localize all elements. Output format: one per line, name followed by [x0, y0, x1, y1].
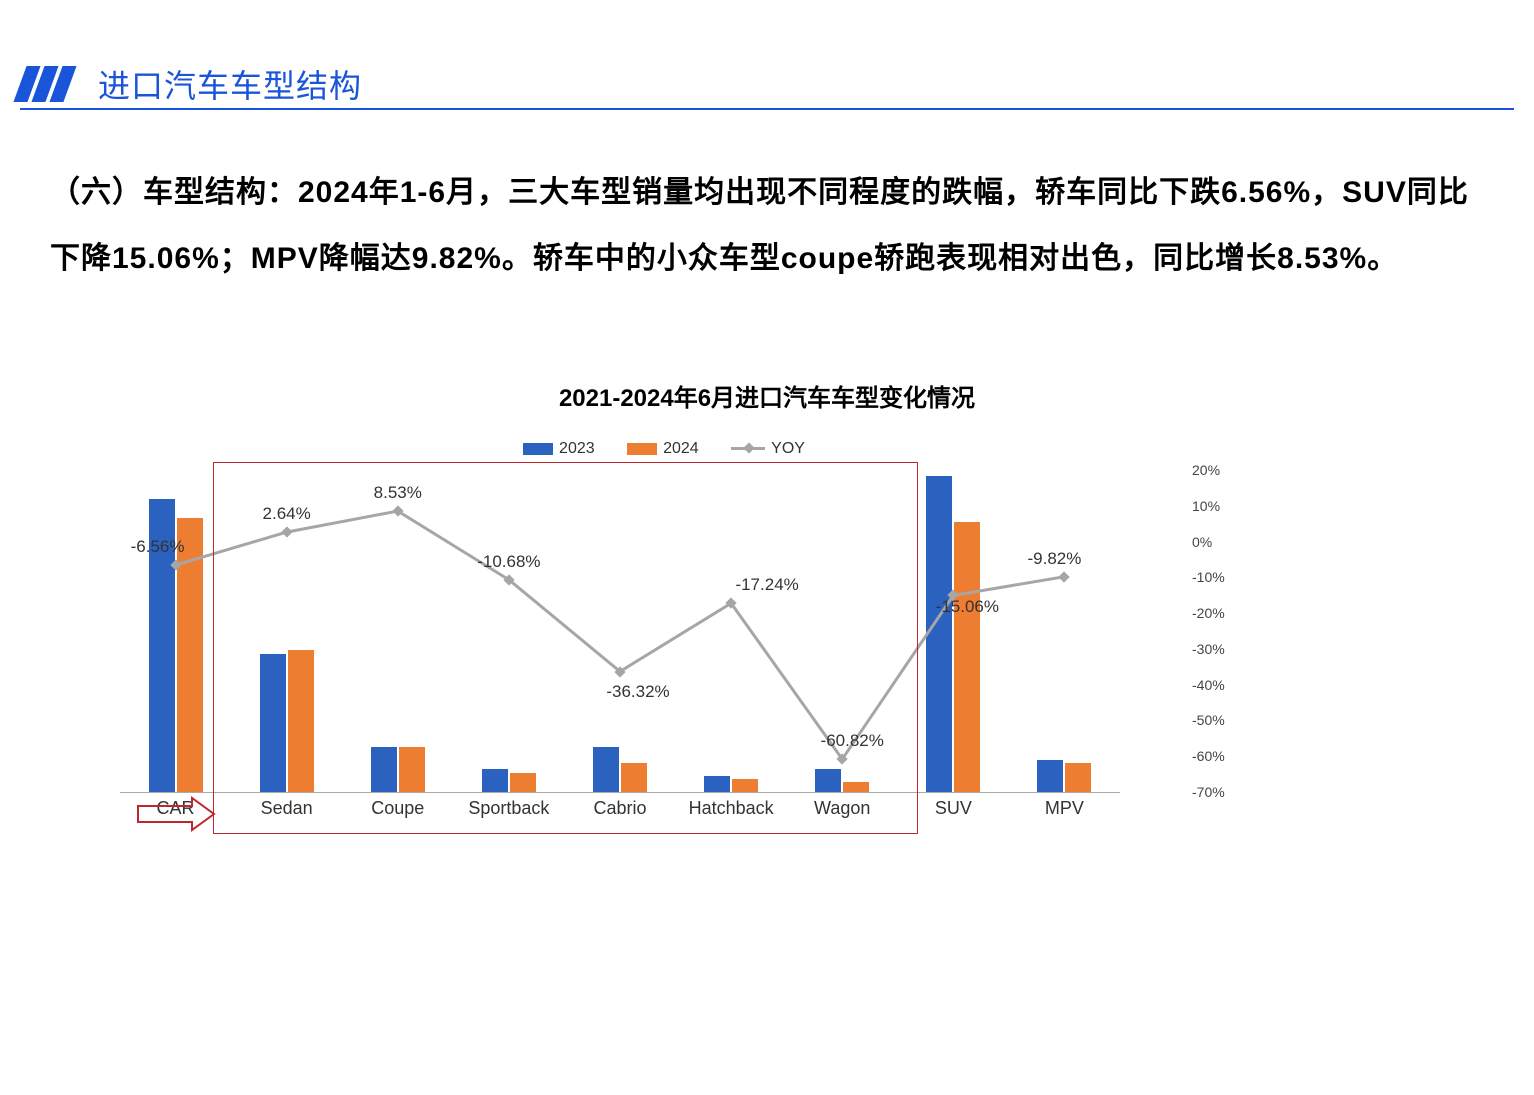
chart-area: 2023 2024 YOY CARSedanCoupeSportbackCabr…	[120, 440, 1180, 830]
highlight-arrow-icon	[136, 796, 216, 832]
yoy-value-label: -9.82%	[1028, 549, 1082, 569]
y2-tick-label: -40%	[1192, 677, 1225, 693]
category-label: MPV	[1009, 792, 1120, 819]
body-paragraph: （六）车型结构：2024年1-6月，三大车型销量均出现不同程度的跌幅，轿车同比下…	[50, 160, 1484, 292]
y2-tick-label: -30%	[1192, 641, 1225, 657]
chart-y2-axis: 20%10%0%-10%-20%-30%-40%-50%-60%-70%	[1192, 470, 1252, 792]
chart-title: 2021-2024年6月进口汽车车型变化情况	[0, 378, 1534, 413]
chart-plot: CARSedanCoupeSportbackCabrioHatchbackWag…	[120, 470, 1120, 793]
skyline-decoration	[0, 915, 1534, 1095]
yoy-value-label: -6.56%	[131, 537, 185, 557]
slide-header: 进口汽车车型结构	[20, 60, 1534, 108]
yoy-value-label: -15.06%	[936, 597, 999, 617]
y2-tick-label: -50%	[1192, 712, 1225, 728]
y2-tick-label: -10%	[1192, 569, 1225, 585]
legend-swatch-2024	[627, 443, 657, 455]
header-stripes-icon	[13, 66, 80, 102]
header-underline	[20, 108, 1514, 110]
slide-title: 进口汽车车型结构	[98, 61, 362, 107]
legend-label-2024: 2024	[663, 440, 699, 457]
legend-label-2023: 2023	[559, 440, 595, 457]
y2-tick-label: 20%	[1192, 462, 1220, 478]
chart-legend: 2023 2024 YOY	[120, 440, 1180, 458]
y2-tick-label: -20%	[1192, 605, 1225, 621]
y2-tick-label: -70%	[1192, 784, 1225, 800]
highlight-box	[213, 462, 918, 834]
y2-tick-label: 10%	[1192, 498, 1220, 514]
legend-swatch-2023	[523, 443, 553, 455]
y2-tick-label: -60%	[1192, 748, 1225, 764]
y2-tick-label: 0%	[1192, 534, 1212, 550]
legend-label-yoy: YOY	[771, 440, 805, 457]
legend-swatch-yoy	[731, 447, 765, 450]
